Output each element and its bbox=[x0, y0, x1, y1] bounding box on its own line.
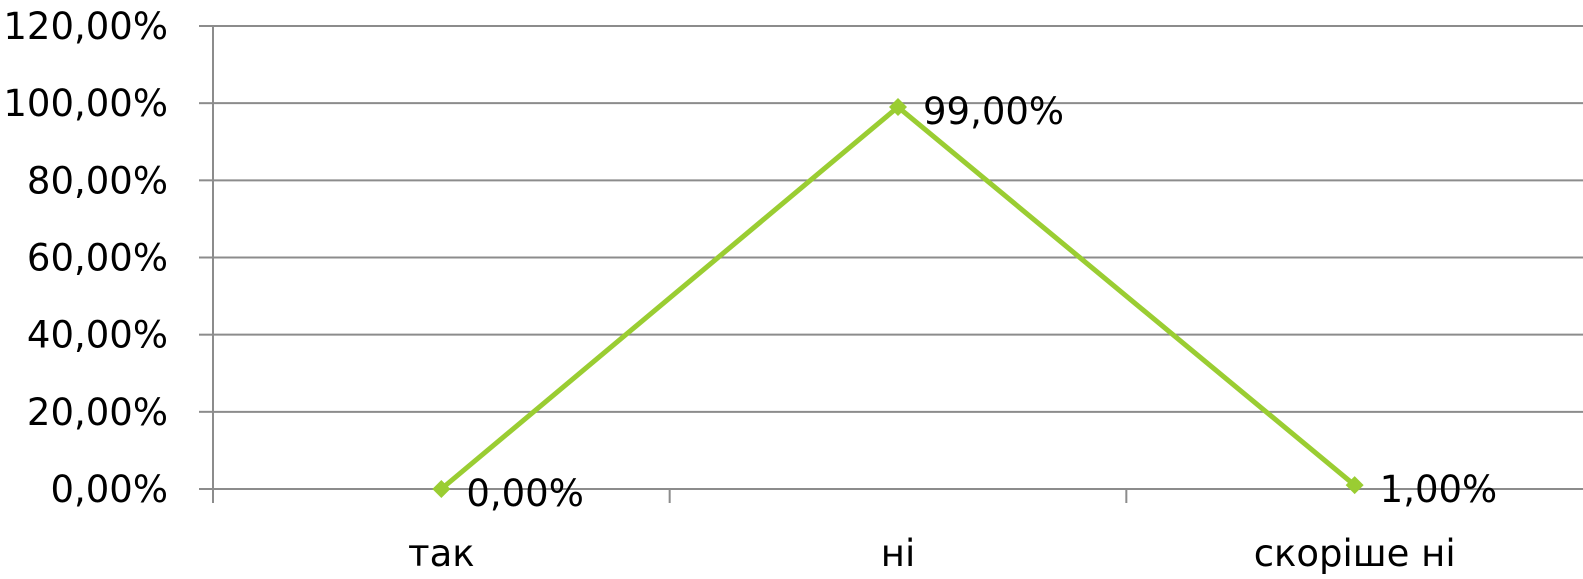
series-group bbox=[432, 98, 1363, 498]
y-tick-label: 80,00% bbox=[27, 159, 168, 202]
data-label: 1,00% bbox=[1380, 468, 1498, 511]
data-label: 99,00% bbox=[923, 90, 1064, 133]
y-tick-label: 0,00% bbox=[50, 468, 168, 511]
data-label: 0,00% bbox=[466, 472, 584, 515]
axes bbox=[213, 26, 1583, 503]
x-tick-label: так bbox=[408, 532, 475, 575]
gridlines bbox=[213, 26, 1583, 489]
y-tick-label: 20,00% bbox=[27, 391, 168, 434]
series-line bbox=[441, 107, 1354, 489]
x-tick-label: ні bbox=[881, 532, 915, 575]
data-labels: 0,00% 99,00% 1,00% bbox=[466, 90, 1497, 515]
y-tick-label: 120,00% bbox=[3, 5, 168, 48]
y-tick-label: 40,00% bbox=[27, 314, 168, 357]
y-tick-label: 100,00% bbox=[3, 82, 168, 125]
x-tick-label: скоріше ні bbox=[1254, 532, 1456, 575]
y-tick-label: 60,00% bbox=[27, 237, 168, 280]
y-axis-ticks: 0,00% 20,00% 40,00% 60,00% 80,00% 100,00% 120,… bbox=[3, 5, 213, 511]
